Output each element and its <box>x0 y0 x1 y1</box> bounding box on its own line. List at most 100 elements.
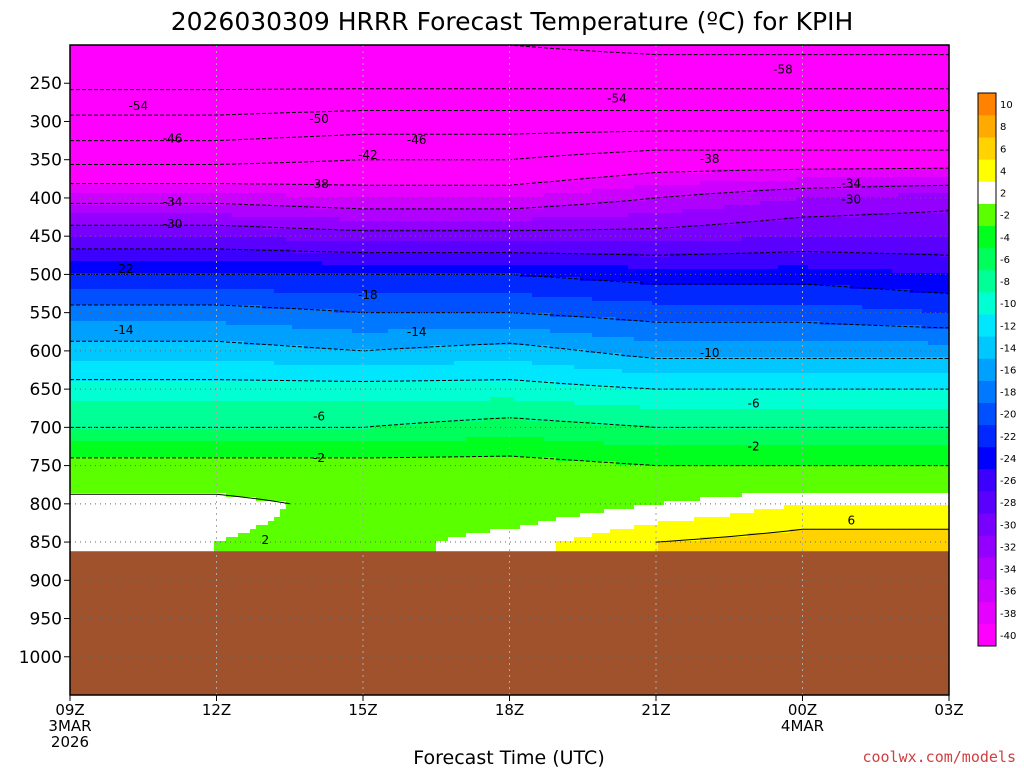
temperature-cell <box>160 73 167 78</box>
temperature-cell <box>244 405 251 410</box>
temperature-cell <box>292 549 299 552</box>
temperature-cell <box>184 245 191 250</box>
temperature-cell <box>118 481 125 486</box>
temperature-cell <box>124 209 131 214</box>
temperature-cell <box>196 209 203 214</box>
temperature-cell <box>286 537 293 542</box>
temperature-cell <box>208 269 215 274</box>
temperature-cell <box>250 353 257 358</box>
temperature-cell <box>166 277 173 282</box>
temperature-cell <box>250 237 257 242</box>
temperature-cell <box>214 461 221 466</box>
temperature-cell <box>280 545 287 550</box>
temperature-cell <box>124 193 131 198</box>
temperature-cell <box>202 329 209 334</box>
temperature-cell <box>226 361 233 366</box>
temperature-cell <box>298 337 305 342</box>
temperature-cell <box>280 213 287 218</box>
temperature-cell <box>250 173 257 178</box>
temperature-cell <box>232 309 239 314</box>
temperature-cell <box>100 473 107 478</box>
temperature-cell <box>298 453 305 458</box>
temperature-cell <box>136 209 143 214</box>
temperature-cell <box>178 437 185 442</box>
temperature-cell <box>280 369 287 374</box>
temperature-cell <box>274 421 281 426</box>
temperature-cell <box>286 381 293 386</box>
temperature-cell <box>166 525 173 530</box>
temperature-cell <box>238 173 245 178</box>
temperature-cell <box>268 201 275 206</box>
temperature-cell <box>232 313 239 318</box>
temperature-cell <box>112 229 119 234</box>
temperature-cell <box>100 169 107 174</box>
temperature-cell <box>280 333 287 338</box>
temperature-cell <box>262 481 269 486</box>
temperature-cell <box>142 129 149 134</box>
temperature-cell <box>82 509 89 514</box>
temperature-cell <box>190 545 197 550</box>
temperature-cell <box>154 109 161 114</box>
temperature-cell <box>76 85 83 90</box>
temperature-cell <box>136 385 143 390</box>
temperature-cell <box>106 85 113 90</box>
temperature-cell <box>250 157 257 162</box>
temperature-cell <box>178 537 185 542</box>
temperature-cell <box>226 85 233 90</box>
temperature-cell <box>112 221 119 226</box>
temperature-cell <box>178 321 185 326</box>
temperature-cell <box>244 357 251 362</box>
temperature-cell <box>160 533 167 538</box>
temperature-cell <box>292 393 299 398</box>
temperature-cell <box>196 417 203 422</box>
temperature-cell <box>226 325 233 330</box>
temperature-cell <box>256 373 263 378</box>
temperature-cell <box>178 293 185 298</box>
temperature-cell <box>184 109 191 114</box>
temperature-cell <box>148 393 155 398</box>
temperature-cell <box>118 121 125 126</box>
temperature-cell <box>178 485 185 490</box>
temperature-cell <box>142 469 149 474</box>
temperature-cell <box>286 125 293 130</box>
temperature-cell <box>112 273 119 278</box>
temperature-cell <box>190 273 197 278</box>
temperature-cell <box>238 181 245 186</box>
temperature-cell <box>166 421 173 426</box>
temperature-cell <box>214 361 221 366</box>
temperature-cell <box>100 149 107 154</box>
temperature-cell <box>172 301 179 306</box>
temperature-cell <box>202 537 209 542</box>
temperature-cell <box>214 193 221 198</box>
temperature-cell <box>136 321 143 326</box>
temperature-cell <box>274 313 281 318</box>
temperature-cell <box>106 393 113 398</box>
temperature-cell <box>214 473 221 478</box>
temperature-cell <box>244 317 251 322</box>
temperature-cell <box>184 449 191 454</box>
temperature-cell <box>124 53 131 58</box>
temperature-cell <box>100 249 107 254</box>
temperature-cell <box>118 489 125 494</box>
temperature-cell <box>208 477 215 482</box>
temperature-cell <box>166 173 173 178</box>
temperature-cell <box>202 145 209 150</box>
temperature-cell <box>106 89 113 94</box>
temperature-cell <box>106 193 113 198</box>
temperature-cell <box>172 77 179 82</box>
temperature-cell <box>256 389 263 394</box>
temperature-cell <box>142 249 149 254</box>
temperature-cell <box>100 209 107 214</box>
temperature-cell <box>184 69 191 74</box>
temperature-cell <box>208 213 215 218</box>
temperature-cell <box>238 301 245 306</box>
temperature-cell <box>274 389 281 394</box>
temperature-cell <box>82 309 89 314</box>
temperature-cell <box>166 269 173 274</box>
temperature-cell <box>118 237 125 242</box>
temperature-cell <box>154 205 161 210</box>
temperature-cell <box>124 313 131 318</box>
temperature-cell <box>76 513 83 518</box>
temperature-cell <box>136 237 143 242</box>
temperature-cell <box>166 213 173 218</box>
